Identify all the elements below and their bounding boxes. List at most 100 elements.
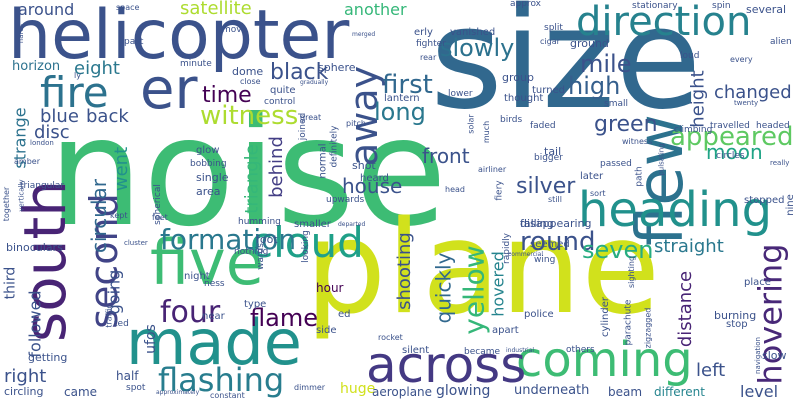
word-triangular: triangular [20, 182, 64, 191]
word-yellow: yellow [461, 245, 489, 334]
word-near: near [202, 312, 225, 322]
word-time: time [202, 85, 252, 107]
word-straight: straight [654, 238, 724, 256]
word-control: control [264, 98, 295, 107]
word-spot: spot [126, 384, 145, 393]
word-shot: shot [352, 160, 376, 171]
word-pulsating: pulsating [659, 143, 666, 175]
word-mile: mile [580, 52, 631, 76]
word-underneath: underneath [514, 384, 589, 397]
word-others: others [566, 346, 595, 355]
word-cylinder: cylinder [601, 297, 611, 337]
word-seemed: seemed [530, 240, 570, 250]
word-traffic: traffic [106, 304, 114, 327]
word-constant: constant [210, 392, 245, 400]
word-quickly: quickly [433, 253, 453, 324]
word-later: later [580, 172, 603, 182]
word-horizon: horizon [12, 60, 60, 73]
word-glowing: glowing [436, 384, 490, 398]
word-heard: heard [360, 174, 389, 184]
word-ground: ground [570, 38, 609, 49]
word-level: level [740, 384, 778, 400]
word-alien: alien [770, 38, 792, 47]
word-getting: getting [28, 352, 67, 363]
word-zigzagged: zigzagged [644, 308, 652, 349]
word-path: path [636, 166, 645, 186]
word-side: side [316, 326, 337, 336]
word-circling: circling [4, 386, 44, 397]
word-bobbing: bobbing [190, 160, 227, 169]
word-apart: apart [492, 326, 519, 336]
word-together: together [3, 187, 11, 221]
word-lower: lower [448, 90, 473, 99]
word-triangle: triangle [244, 144, 262, 213]
word-rapidly: rapidly [503, 233, 512, 264]
word-stop: stop [726, 320, 748, 330]
word-past: past [124, 38, 143, 47]
word-smaller: smaller [294, 220, 331, 230]
word-area: area [196, 186, 221, 197]
word-kept: kept [110, 212, 127, 220]
word-circular: circular [89, 179, 109, 253]
word-binoculars: binoculars [6, 242, 63, 253]
word-looking: looking [302, 230, 311, 263]
word-ted: ted [114, 320, 129, 329]
word-stationary: stationary [632, 2, 678, 11]
word-approx: approx [510, 0, 541, 9]
word-silent: silent [402, 346, 429, 356]
word-london: london [30, 140, 54, 147]
word-gradually: gradually [300, 80, 328, 86]
word-ed: ed [338, 310, 351, 320]
word-climbing: climbing [674, 126, 712, 135]
word-huge: huge [340, 382, 375, 396]
word-sphere: sphere [318, 62, 356, 73]
word-single: single [196, 172, 229, 183]
word-spin: spin [712, 2, 731, 11]
word-front: front [422, 146, 470, 166]
word-coming: coming [516, 336, 693, 384]
word-type: type [244, 300, 266, 310]
word-erly: erly [414, 28, 433, 38]
word-glow: glow [196, 146, 219, 156]
word-thought: thought [504, 94, 543, 104]
word-er: er [140, 62, 197, 118]
word-group: group [502, 72, 534, 83]
word-dome: dome [232, 66, 263, 77]
word-space: space [116, 4, 139, 12]
word-ufos: ufos [144, 324, 158, 354]
word-every: every [730, 56, 753, 64]
word-fiery: fiery [496, 180, 505, 200]
word-slowly: slowly [440, 36, 514, 60]
word-cigar: cigar [540, 38, 560, 46]
word-heading: heading [578, 186, 772, 234]
word-sort: sort [590, 190, 606, 198]
word-twenty: twenty [734, 100, 758, 107]
word-headed: headed [756, 122, 790, 131]
word-parachute: parachute [624, 300, 633, 346]
word-ness: ness [204, 280, 225, 289]
word-really: really [770, 160, 789, 167]
word-normal: normal [319, 143, 329, 178]
word-aeroplane: aeroplane [372, 386, 432, 398]
word-faded: faded [530, 122, 556, 131]
word-slow: slow [762, 350, 787, 361]
word-vertically: vertically [19, 179, 26, 211]
word-seven: seven [582, 238, 653, 262]
word-back: back [86, 108, 129, 126]
word-lantern: lantern [384, 94, 420, 104]
word-witness-small: witness [622, 138, 652, 146]
word-came: came [64, 386, 97, 398]
word-right: right [4, 368, 46, 386]
word-feet: feet [152, 214, 168, 222]
word-height: height [690, 70, 708, 127]
word-merged: merged [352, 32, 375, 38]
word-rear: rear [420, 54, 436, 62]
word-birds: birds [500, 116, 522, 125]
word-dimmer: dimmer [294, 384, 325, 392]
word-pitch: pitch [346, 120, 366, 128]
word-several: several [746, 4, 786, 15]
word-nine: nine [786, 194, 796, 216]
word-ly: ly [74, 72, 81, 80]
word-amber: amber [14, 158, 40, 166]
